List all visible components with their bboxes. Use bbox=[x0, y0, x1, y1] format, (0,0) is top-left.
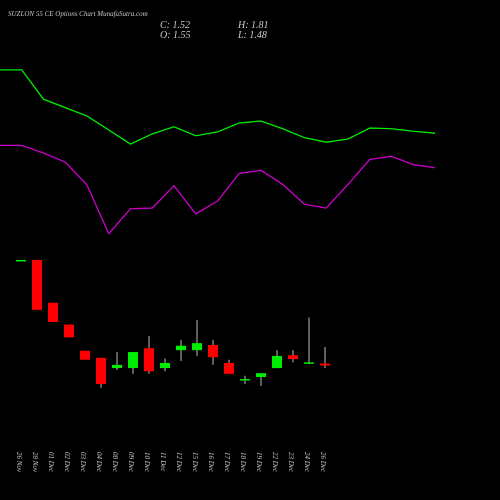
low-label: L: 1.48 bbox=[237, 30, 267, 41]
x-tick-label: 26 Nov bbox=[15, 452, 23, 473]
x-tick-label: 26 Dec bbox=[319, 452, 327, 473]
x-tick-label: 03 Dec bbox=[79, 452, 87, 473]
high-label: H: 1.81 bbox=[237, 20, 269, 31]
candle-body bbox=[160, 362, 170, 369]
x-tick-label: 24 Dec bbox=[303, 452, 311, 473]
line-series bbox=[0, 144, 436, 235]
close-label: C: 1.52 bbox=[160, 20, 190, 31]
candle-body bbox=[272, 355, 282, 369]
x-tick-label: 08 Dec bbox=[111, 452, 119, 473]
candle-body bbox=[192, 343, 202, 351]
x-tick-label: 09 Dec bbox=[127, 452, 135, 473]
open-label: O: 1.55 bbox=[160, 30, 191, 41]
x-tick-label: 18 Dec bbox=[239, 452, 247, 473]
candle-body bbox=[64, 324, 74, 338]
x-tick-label: 10 Dec bbox=[143, 452, 151, 473]
candle-body bbox=[208, 345, 218, 358]
x-tick-label: 28 Nov bbox=[31, 452, 39, 473]
candle-body bbox=[224, 362, 234, 374]
candle-body bbox=[320, 363, 330, 366]
candle-body bbox=[96, 357, 106, 385]
candle-body bbox=[304, 362, 314, 364]
x-tick-label: 15 Dec bbox=[191, 452, 199, 473]
candle-body bbox=[240, 378, 250, 381]
candle-body bbox=[16, 259, 26, 262]
chart-title: SUZLON 55 CE Options Chart MunafaSutra.c… bbox=[8, 10, 148, 18]
x-tick-label: 11 Dec bbox=[159, 452, 167, 472]
x-tick-label: 22 Dec bbox=[271, 452, 279, 473]
x-tick-label: 04 Dec bbox=[95, 452, 103, 473]
x-tick-label: 02 Dec bbox=[63, 452, 71, 473]
candle-body bbox=[288, 355, 298, 360]
x-tick-label: 17 Dec bbox=[223, 452, 231, 473]
candle-body bbox=[128, 352, 138, 369]
candle-body bbox=[256, 373, 266, 378]
candle-body bbox=[32, 259, 42, 310]
x-tick-label: 01 Dec bbox=[47, 452, 55, 473]
candle-body bbox=[144, 348, 154, 372]
x-tick-label: 19 Dec bbox=[255, 452, 263, 473]
x-tick-label: 23 Dec bbox=[287, 452, 295, 473]
x-tick-label: 12 Dec bbox=[175, 452, 183, 473]
candle-body bbox=[80, 350, 90, 360]
candle-body bbox=[176, 345, 186, 351]
line-series bbox=[0, 69, 436, 145]
candle-body bbox=[112, 364, 122, 369]
x-tick-label: 16 Dec bbox=[207, 452, 215, 473]
candle-body bbox=[48, 302, 58, 322]
